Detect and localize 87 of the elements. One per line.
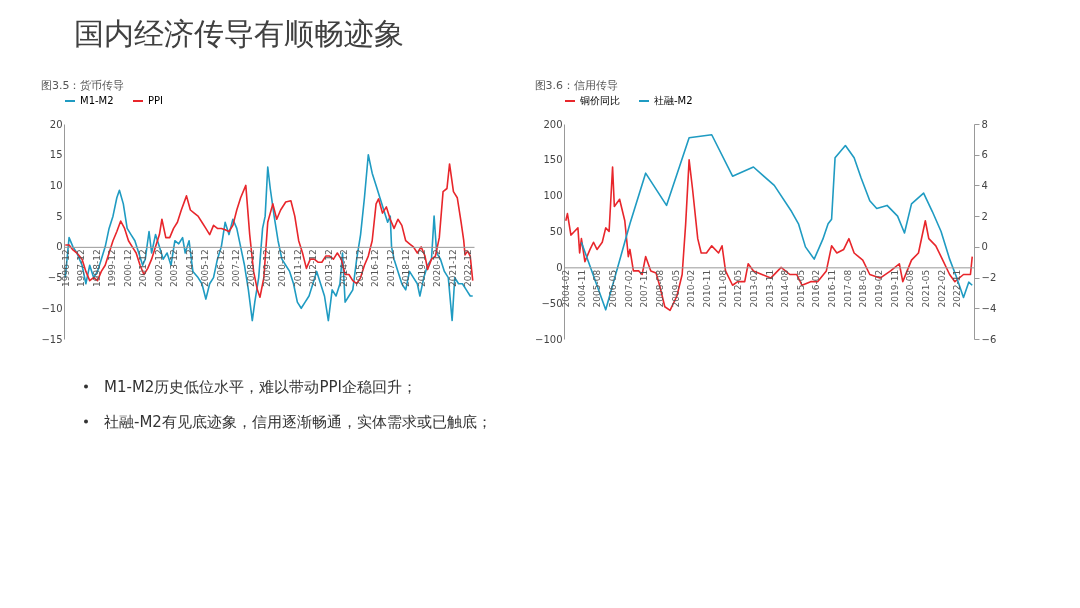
x-tick-label: 2011-12 bbox=[292, 249, 303, 287]
x-tick-label: 2009-05 bbox=[670, 269, 681, 308]
x-tick-label: 2001-12 bbox=[138, 249, 149, 287]
x-tick-label: 2005-08 bbox=[592, 269, 603, 308]
x-tick-label: 2006-05 bbox=[608, 269, 619, 308]
x-tick-label: 2016-11 bbox=[827, 269, 838, 308]
y2-tick-label: 4 bbox=[981, 179, 988, 191]
chart-title: 图3.5：货币传导 bbox=[40, 79, 125, 92]
legend-label: M1-M2 bbox=[80, 95, 114, 106]
x-tick-label: 1998-12 bbox=[91, 249, 102, 287]
x-tick-label: 2008-08 bbox=[655, 269, 666, 308]
y-tick-label: 20 bbox=[49, 118, 63, 130]
x-tick-label: 2013-12 bbox=[323, 249, 334, 287]
y-tick-label: 10 bbox=[49, 179, 63, 191]
x-tick-label: 2005-12 bbox=[200, 249, 211, 287]
x-tick-label: 2006-12 bbox=[215, 249, 226, 287]
line-series bbox=[580, 133, 974, 311]
x-tick-label: 1997-12 bbox=[76, 249, 87, 287]
y-tick-label: 150 bbox=[543, 154, 563, 166]
x-tick-label: 2010-02 bbox=[686, 269, 697, 308]
x-tick-label: 2022-02 bbox=[936, 269, 947, 308]
y-tick-label: −100 bbox=[535, 333, 563, 345]
y-tick-label: −5 bbox=[47, 272, 63, 284]
y-tick-label: −15 bbox=[41, 333, 63, 345]
y-tick-label: 0 bbox=[56, 241, 63, 253]
line-series bbox=[64, 163, 474, 299]
line-series bbox=[64, 153, 474, 322]
y-tick-label: −50 bbox=[541, 297, 563, 309]
x-tick-label: 1999-12 bbox=[107, 249, 118, 287]
legend-label: PPI bbox=[148, 95, 164, 106]
x-tick-label: 2022-11 bbox=[952, 269, 963, 308]
x-tick-label: 2007-12 bbox=[230, 249, 241, 287]
x-tick-label: 2008-12 bbox=[246, 249, 257, 287]
y-tick-label: 5 bbox=[56, 210, 63, 222]
x-tick-label: 2015-05 bbox=[795, 269, 806, 308]
y2-tick-label: 0 bbox=[981, 241, 988, 253]
y2-tick-label: 6 bbox=[981, 149, 988, 161]
x-tick-label: 2019-11 bbox=[889, 269, 900, 308]
chart-title: 图3.6：信用传导 bbox=[534, 79, 619, 92]
x-tick-label: 2014-12 bbox=[339, 249, 350, 287]
y2-tick-label: 2 bbox=[981, 210, 988, 222]
x-tick-label: 2007-11 bbox=[639, 269, 650, 308]
y-tick-label: 200 bbox=[543, 118, 563, 130]
x-tick-label: 2009-12 bbox=[261, 249, 272, 287]
y2-tick-label: −2 bbox=[981, 272, 997, 284]
x-tick-label: 2015-12 bbox=[354, 249, 365, 287]
y-tick-label: 15 bbox=[49, 149, 63, 161]
x-tick-label: 2016-12 bbox=[370, 249, 381, 287]
x-tick-label: 2018-12 bbox=[401, 249, 412, 287]
x-tick-label: 2010-11 bbox=[701, 269, 712, 308]
x-tick-label: 2000-12 bbox=[122, 249, 133, 287]
x-tick-label: 2013-11 bbox=[764, 269, 775, 308]
x-tick-label: 2013-02 bbox=[748, 269, 759, 308]
legend-label: 铜价同比 bbox=[579, 95, 620, 106]
x-tick-label: 2002-12 bbox=[153, 249, 164, 287]
legend-label: 社融-M2 bbox=[654, 95, 693, 106]
y2-tick-label: −4 bbox=[981, 302, 997, 314]
y-tick-label: 50 bbox=[549, 226, 563, 237]
y2-tick-label: 8 bbox=[981, 118, 988, 130]
x-tick-label: 2021-12 bbox=[447, 249, 458, 287]
y-tick-label: −10 bbox=[41, 302, 63, 314]
x-tick-label: 2010-12 bbox=[277, 249, 288, 287]
x-tick-label: 2004-02 bbox=[561, 269, 572, 308]
x-tick-label: 2022-12 bbox=[463, 249, 474, 287]
x-tick-label: 2011-08 bbox=[717, 269, 728, 308]
x-tick-label: 2019-12 bbox=[416, 249, 427, 287]
x-tick-label: 2020-12 bbox=[432, 249, 443, 287]
x-tick-label: 2020-08 bbox=[905, 269, 916, 308]
x-tick-label: 2018-05 bbox=[858, 269, 869, 308]
x-tick-label: 2019-02 bbox=[874, 269, 885, 308]
text: 社融-M2有见底迹象，信用逐渐畅通，实体需求或已触底； bbox=[104, 412, 492, 431]
x-tick-label: 2004-11 bbox=[576, 269, 587, 308]
x-tick-label: 2012-05 bbox=[733, 269, 744, 308]
x-tick-label: 2003-12 bbox=[169, 249, 180, 287]
x-tick-label: 2012-12 bbox=[308, 249, 319, 287]
text: M1-M2历史低位水平，难以带动PPI企稳回升； bbox=[104, 377, 417, 396]
y-tick-label: 0 bbox=[556, 261, 563, 273]
x-tick-label: 2007-02 bbox=[623, 269, 634, 308]
x-tick-label: 2017-08 bbox=[842, 269, 853, 308]
y-tick-label: 100 bbox=[543, 190, 563, 202]
x-tick-label: 2021-05 bbox=[920, 269, 931, 308]
text: 国内经济传导有顺畅迹象 bbox=[74, 16, 404, 51]
y2-tick-label: −6 bbox=[981, 333, 997, 345]
x-tick-label: 2017-12 bbox=[385, 249, 396, 287]
x-tick-label: 2016-02 bbox=[811, 269, 822, 308]
x-tick-label: 2004-12 bbox=[184, 249, 195, 287]
x-tick-label: 2014-08 bbox=[780, 269, 791, 308]
